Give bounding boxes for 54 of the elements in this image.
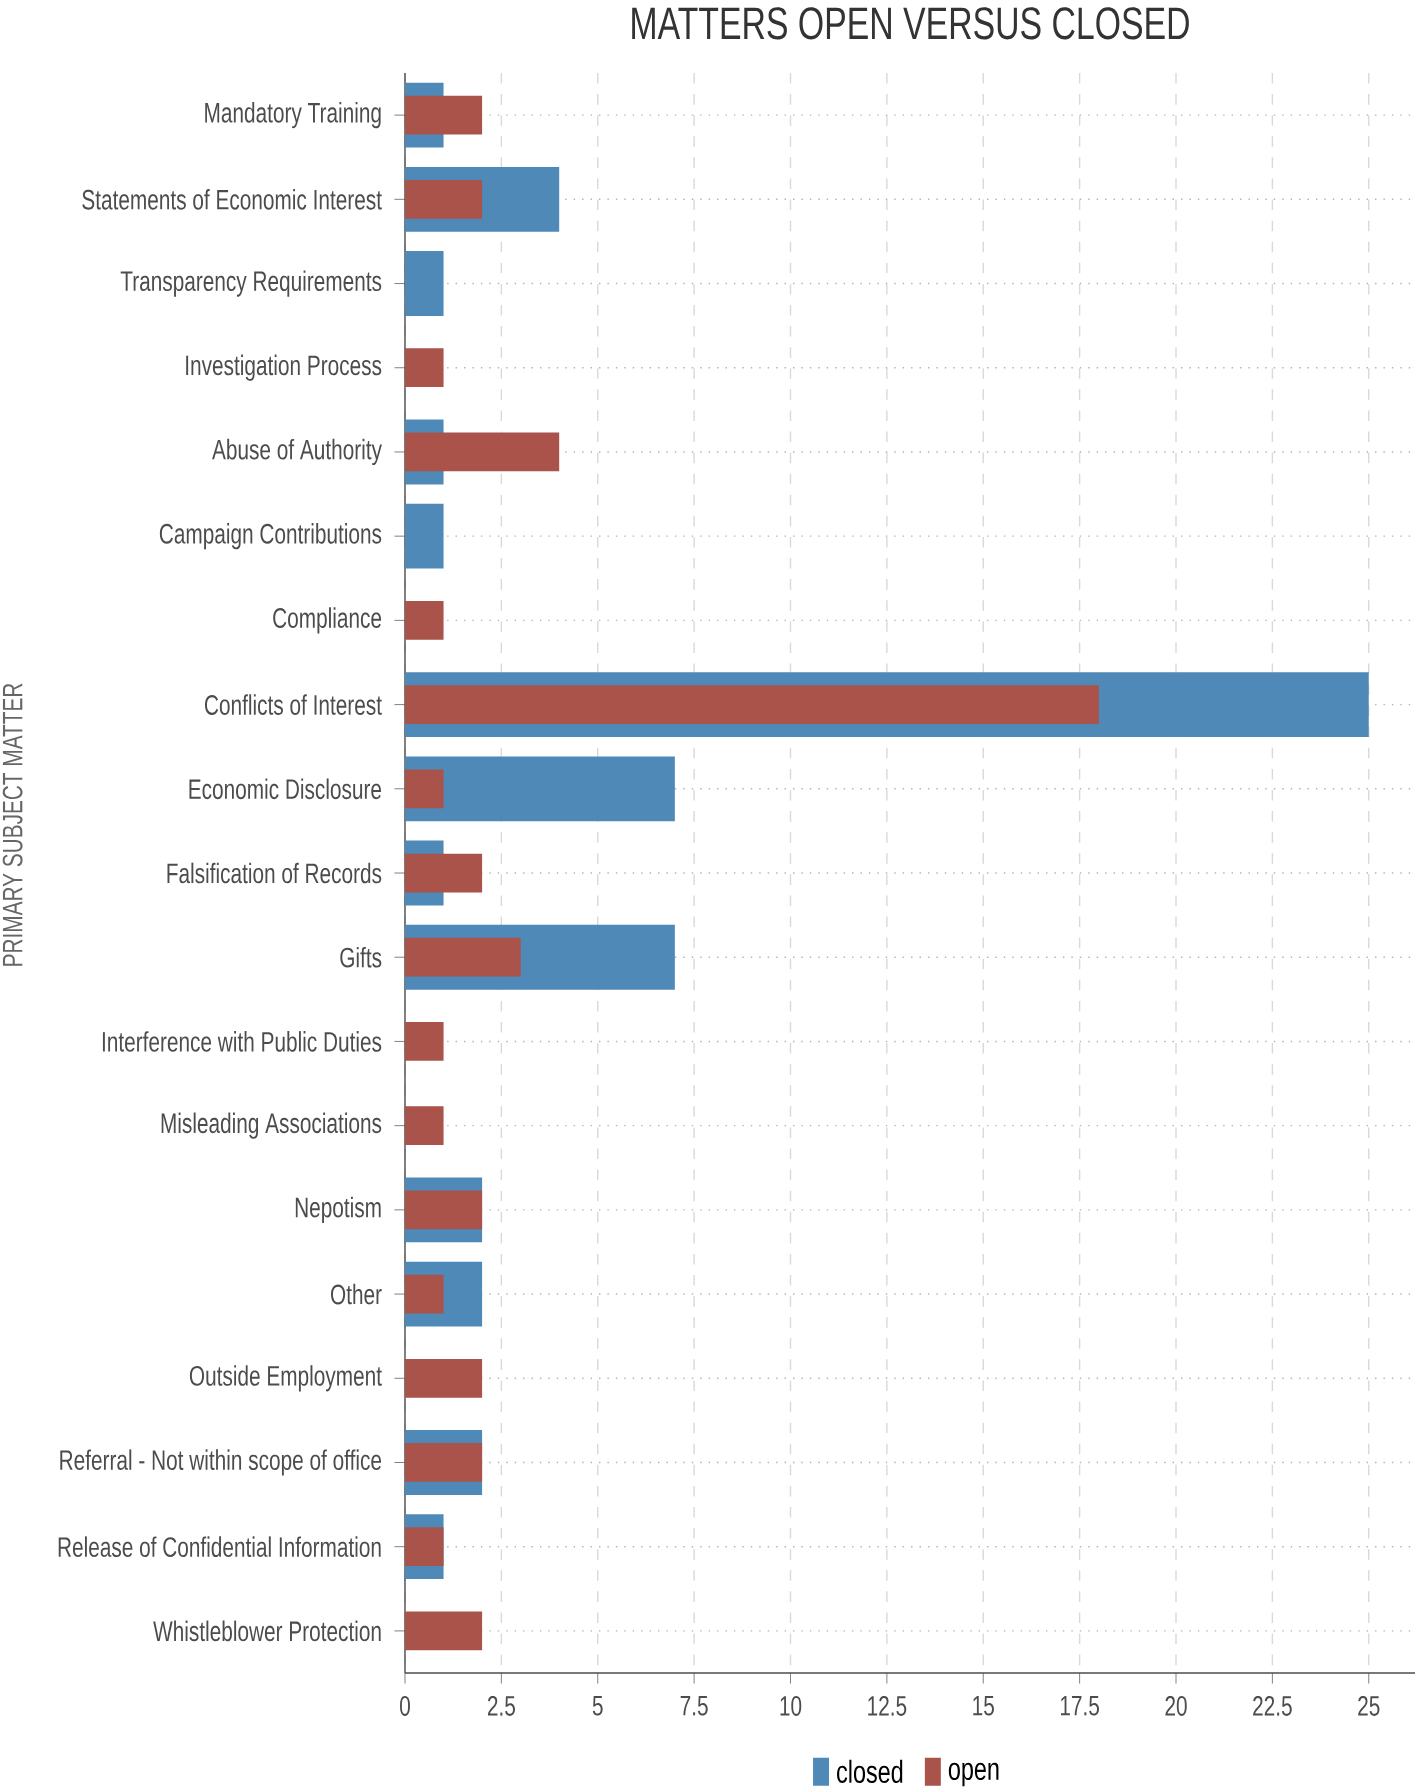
y-tick-label: Release of Confidential Information [58,1536,381,1558]
y-tick-label: Economic Disclosure [189,778,382,800]
x-tick-label: 2.5 [487,1695,515,1716]
x-tick-label: 17.5 [1060,1695,1099,1716]
x-tick-label: 7.5 [680,1695,708,1716]
bar [404,179,483,219]
bar [404,1443,483,1482]
bar [404,1611,483,1651]
bar [404,937,521,977]
bar [404,1190,483,1230]
x-tick-label: 0 [400,1695,410,1716]
x-tick-label: 25 [1358,1695,1380,1716]
bar [404,432,560,472]
y-tick-label: Referral - Not within scope of office [60,1449,382,1476]
y-tick-label: Falsification of Records [167,862,382,884]
x-tick-label: 12.5 [868,1695,907,1716]
y-tick-label: Other [330,1283,382,1305]
y-tick-label: Compliance [273,607,382,634]
bar [404,1274,444,1314]
bar [404,1358,483,1398]
bar [404,685,1099,724]
bar [404,1106,444,1146]
y-tick-label: Outside Employment [189,1365,382,1392]
bar [404,95,483,135]
y-tick-label: Whistleblower Protection [153,1620,381,1642]
y-tick-label: Abuse of Authority [212,438,382,466]
y-tick-label: Interference with Public Duties [102,1031,382,1052]
y-tick-label: Mandatory Training [205,101,381,129]
chart-title: MATTERS OPEN VERSUS CLOSED [632,7,1189,40]
x-tick-label: 10 [780,1695,802,1716]
bar [404,1022,444,1061]
bar [404,251,444,316]
y-tick-label: Gifts [340,946,382,968]
y-tick-label: Statements of Economic Interest [82,188,382,210]
x-tick-label: 20 [1165,1695,1187,1716]
y-tick-label: Conflicts of Interest [204,694,382,715]
y-tick-label: Investigation Process [186,354,382,381]
y-tick-label: Misleading Associations [161,1112,382,1139]
bar [404,756,675,822]
y-tick-label: Transparency Requirements [120,270,382,297]
bar [404,348,444,388]
y-tick-label: Campaign Contributions [159,523,382,550]
bar [404,1527,444,1567]
bar [404,503,444,569]
legend-label: open [948,1762,999,1787]
y-tick-label: Nepotism [295,1196,381,1223]
y-axis-title: PRIMARY SUBJECT MATTER [2,683,23,966]
bar [404,853,483,893]
x-tick-label: 15 [973,1695,994,1716]
bar [404,601,444,640]
legend-label: closed [837,1759,903,1784]
x-tick-label: 22.5 [1253,1695,1292,1716]
x-tick-label: 5 [592,1695,603,1716]
bar [404,769,444,809]
